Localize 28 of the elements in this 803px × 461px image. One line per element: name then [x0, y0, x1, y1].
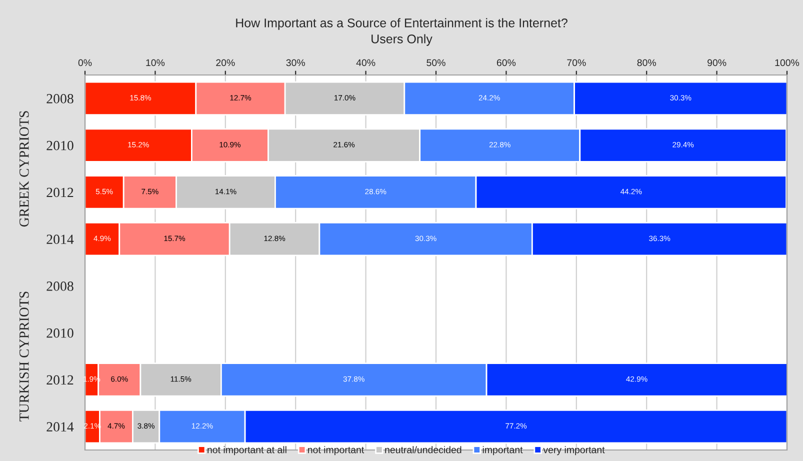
y-tick-label: 2010: [46, 140, 74, 150]
x-tick-label: 40%: [356, 59, 376, 66]
x-tick-label: 0%: [78, 59, 92, 66]
y-tick-label: 2014: [46, 422, 74, 432]
x-tick-label: 60%: [496, 59, 516, 66]
x-tick-label: 80%: [637, 59, 656, 66]
legend-label: very important: [543, 446, 605, 456]
y-tick-label: 2012: [46, 375, 74, 385]
legend-label: neutral/undecided: [385, 446, 462, 454]
x-tick-label: 30%: [286, 59, 305, 66]
text: GREEK CYPRIOTS: [19, 111, 29, 227]
x-tick-label: 10%: [146, 59, 165, 66]
y-tick-label: 2008: [46, 282, 74, 291]
y-tick-label: 2014: [46, 234, 74, 244]
x-tick-label: 90%: [708, 59, 726, 66]
text: TURKISH CYPRIOTS: [19, 292, 29, 422]
legend-label: important: [482, 446, 523, 456]
x-tick-label: 70%: [567, 59, 586, 66]
legend-label: not important at all: [208, 446, 286, 456]
x-tick-label: 20%: [216, 59, 235, 66]
x-tick-label: 50%: [426, 59, 446, 66]
chart-subtitle: Users Only: [372, 34, 432, 46]
x-tick-label: 100%: [775, 59, 800, 66]
y-tick-label: 2012: [46, 188, 74, 198]
legend-label: not important: [308, 446, 364, 456]
y-tick-label: 2010: [46, 328, 74, 338]
y-tick-label: 2008: [46, 94, 74, 104]
chart-title: How Important as a Source of Entertainment is the Internet?: [236, 18, 568, 30]
